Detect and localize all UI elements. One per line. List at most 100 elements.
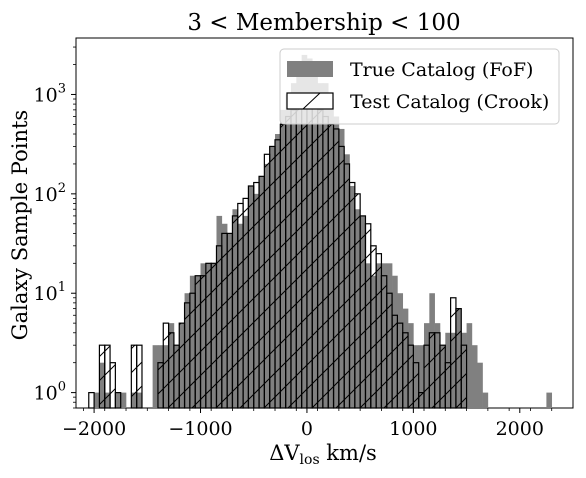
y-tick-label: 103: [34, 81, 66, 106]
test-catalog-bar: [237, 202, 244, 409]
test-catalog-bar: [316, 109, 324, 409]
x-axis: −2000 −1000 0 1000 2000: [62, 408, 553, 440]
test-catalog-bar: [173, 344, 180, 409]
true-catalog-bar: [546, 392, 553, 408]
legend-hatch-line: [302, 92, 321, 110]
test-catalog-bars: [88, 93, 468, 409]
test-catalog-bar: [263, 153, 271, 409]
test-catalog-bar: [167, 332, 175, 409]
test-catalog-bar: [231, 215, 239, 409]
test-catalog-bar: [370, 245, 377, 409]
test-catalog-bar: [402, 332, 409, 409]
test-catalog-bar: [269, 145, 276, 409]
true-catalog-bar: [471, 345, 478, 408]
legend-box: [279, 48, 560, 125]
test-catalog-bar: [418, 392, 425, 409]
chart-title: 3 < Membership < 100: [187, 10, 460, 36]
test-catalog-bar: [279, 123, 287, 409]
x-tick-label: 1000: [389, 418, 437, 440]
test-catalog-bar: [130, 344, 138, 409]
test-catalog-bar: [301, 93, 308, 409]
x-tick-label: 0: [301, 418, 313, 440]
test-catalog-bar: [183, 302, 191, 409]
test-catalog-bar: [274, 139, 281, 409]
test-catalog-bar: [114, 392, 122, 409]
true-catalog-bar: [466, 323, 473, 408]
test-catalog-bar: [327, 123, 335, 409]
true-catalog-bar: [120, 392, 127, 408]
y-tick-label: 100: [34, 380, 66, 405]
legend-swatch-true: [287, 61, 333, 77]
legend: True Catalog (FoF) Test Catalog (Crook): [279, 48, 560, 125]
test-catalog-bar: [434, 332, 441, 409]
test-catalog-bar: [444, 362, 452, 409]
test-catalog-bar: [215, 245, 223, 409]
test-catalog-bar: [359, 215, 367, 409]
true-catalog-bar: [477, 362, 483, 408]
legend-swatch-test: [286, 92, 334, 110]
test-catalog-bar: [423, 344, 430, 409]
legend-label-true: True Catalog (FoF): [350, 59, 533, 81]
test-catalog-bar: [221, 232, 228, 409]
test-catalog-bar: [386, 292, 393, 409]
test-catalog-bar: [157, 362, 164, 409]
x-axis-label-main: ΔV: [269, 441, 300, 465]
test-catalog-bar: [407, 344, 414, 409]
test-catalog-bar: [285, 115, 292, 409]
x-tick-label: −2000: [62, 418, 126, 440]
test-catalog-bar: [375, 253, 383, 409]
test-catalog-bar: [88, 392, 95, 409]
test-catalog-bar: [412, 362, 420, 409]
test-catalog-bar: [109, 362, 116, 409]
true-catalog-bar: [482, 392, 489, 408]
y-tick-label: 101: [34, 280, 66, 305]
test-catalog-bar: [242, 197, 250, 409]
test-catalog-bar: [210, 262, 218, 409]
test-catalog-bar: [364, 223, 372, 409]
test-catalog-bar: [178, 322, 186, 409]
y-tick-label: 102: [34, 181, 66, 206]
test-catalog-bar: [428, 332, 436, 409]
test-catalog-bar: [205, 262, 212, 409]
true-catalog-bar: [94, 392, 100, 408]
test-catalog-bar: [199, 275, 207, 409]
test-catalog-bar: [332, 128, 340, 409]
test-catalog-bar: [295, 103, 303, 409]
test-catalog-bar: [162, 322, 170, 409]
test-catalog-bar: [354, 193, 361, 409]
test-catalog-bar: [306, 93, 313, 409]
test-catalog-bar: [348, 181, 356, 409]
x-tick-label: 2000: [496, 418, 544, 440]
test-catalog-bar: [104, 344, 111, 409]
test-catalog-bar: [455, 308, 462, 409]
test-catalog-bar: [343, 163, 351, 409]
test-catalog-bar: [258, 175, 265, 409]
test-catalog-bar: [460, 344, 468, 409]
test-catalog-bar: [380, 275, 388, 409]
test-catalog-bar: [391, 314, 399, 409]
test-catalog-bar: [311, 98, 319, 409]
test-catalog-bar: [98, 344, 106, 409]
y-axis: 100 101 102 103: [34, 46, 76, 409]
test-catalog-bar: [322, 115, 329, 409]
x-tick-label: −1000: [168, 418, 232, 440]
test-catalog-bar: [136, 344, 143, 409]
true-catalog-bar: [152, 345, 159, 408]
test-catalog-bar: [439, 344, 446, 409]
x-axis-label: ΔVlos km/s: [269, 441, 377, 468]
test-catalog-bar: [450, 297, 457, 409]
x-axis-label-sub: los: [300, 452, 320, 468]
x-axis-label-unit: km/s: [320, 441, 377, 465]
test-catalog-bar: [189, 292, 196, 409]
test-catalog-bar: [338, 145, 345, 409]
y-axis-label: Galaxy Sample Points: [8, 110, 32, 340]
legend-label-test: Test Catalog (Crook): [350, 91, 549, 113]
test-catalog-bar: [290, 109, 297, 409]
test-catalog-bar: [226, 232, 234, 409]
test-catalog-bar: [194, 275, 202, 409]
test-catalog-bar: [253, 181, 260, 409]
true-catalog-bar: [418, 345, 425, 408]
test-catalog-bar: [396, 322, 404, 409]
test-catalog-bar: [247, 185, 255, 409]
